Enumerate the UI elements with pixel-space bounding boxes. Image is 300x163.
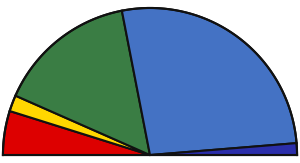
Polygon shape bbox=[3, 111, 150, 155]
Polygon shape bbox=[150, 143, 297, 155]
Polygon shape bbox=[10, 96, 150, 155]
Polygon shape bbox=[16, 11, 150, 155]
Polygon shape bbox=[122, 8, 297, 155]
